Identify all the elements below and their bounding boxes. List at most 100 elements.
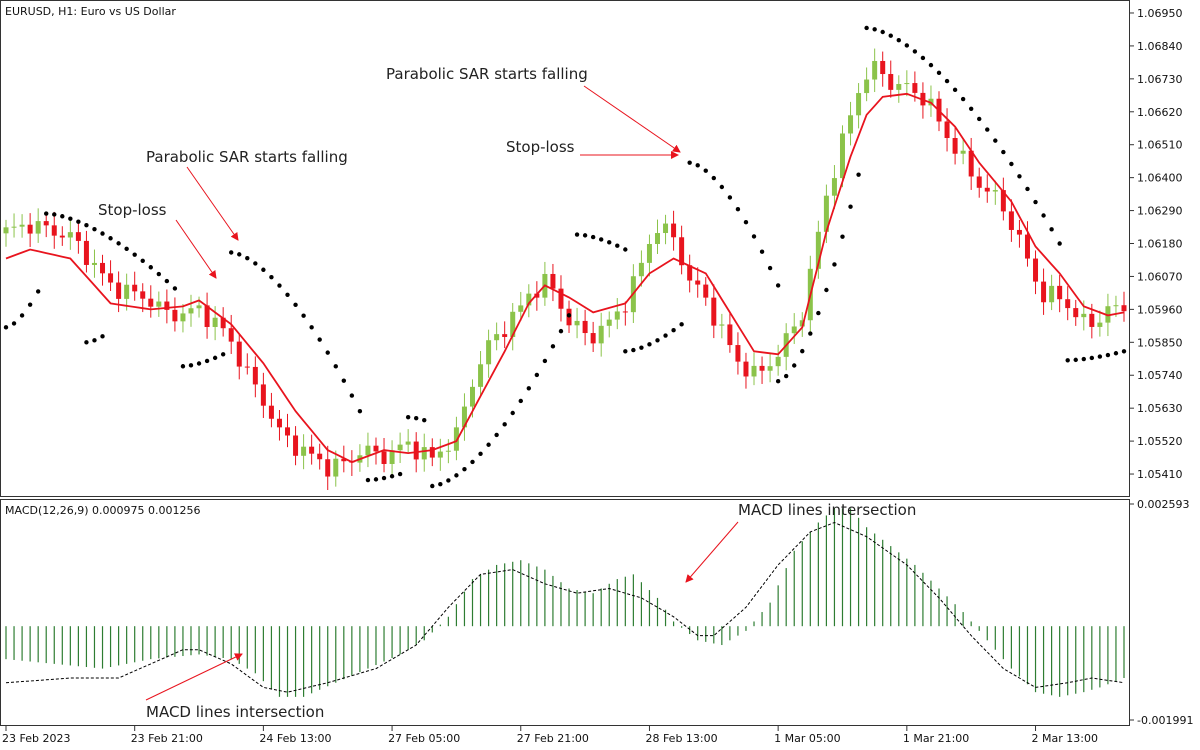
sar-dot — [550, 344, 556, 349]
candle — [590, 321, 596, 352]
sar-dot — [19, 313, 25, 318]
candle — [968, 137, 974, 190]
candle — [872, 48, 878, 93]
sar-dot — [968, 106, 974, 111]
candle-body — [325, 459, 331, 477]
price-tick-label: 1.05740 — [1137, 369, 1183, 382]
sar-dot — [438, 481, 443, 487]
candle-body — [172, 309, 178, 322]
candle — [663, 214, 669, 245]
candle-body — [1113, 305, 1119, 307]
sar-dot — [615, 243, 620, 248]
candle-body — [775, 356, 781, 367]
time-tick-label: 23 Feb 2023 — [2, 732, 70, 745]
sar-dot — [1017, 174, 1022, 179]
candle-body — [606, 319, 612, 326]
sar-dot — [60, 214, 65, 219]
candle — [43, 212, 49, 238]
candle — [19, 214, 25, 238]
candle-body — [341, 458, 347, 462]
candle — [293, 426, 299, 466]
sar-dot — [623, 349, 628, 354]
sar-dot — [719, 184, 725, 190]
sar-dot — [1089, 355, 1095, 361]
candle — [864, 67, 870, 102]
candle — [333, 450, 339, 487]
candle-body — [1057, 285, 1063, 300]
candle — [268, 392, 274, 428]
candle — [389, 440, 395, 477]
sar-dot — [140, 258, 145, 264]
candle-body — [856, 93, 862, 116]
candle-body — [445, 450, 451, 452]
candle — [325, 445, 331, 491]
sar-dot — [172, 286, 178, 291]
sar-dot — [285, 292, 290, 297]
candle — [960, 139, 966, 165]
candle-body — [1097, 322, 1103, 327]
sar-dot — [269, 274, 274, 280]
price-layer — [3, 25, 1127, 491]
candle-body — [646, 243, 652, 263]
sar-dot — [373, 477, 379, 482]
candle-body — [317, 453, 323, 460]
candle — [75, 220, 81, 254]
candle — [719, 313, 725, 339]
sar-dot — [261, 267, 266, 272]
candle — [574, 307, 580, 339]
macd-panel-frame[interactable] — [0, 499, 1130, 726]
candle — [1008, 199, 1014, 242]
candle-body — [727, 324, 733, 346]
candle-body — [196, 305, 202, 309]
sar-dot — [1057, 241, 1062, 246]
macd-layer — [5, 508, 1125, 697]
candle — [679, 225, 685, 275]
candle-body — [968, 150, 974, 177]
candle-body — [622, 311, 628, 313]
candle-body — [984, 187, 990, 192]
candle — [429, 438, 435, 467]
candle-body — [470, 386, 476, 407]
annotation-sar-falling-1: Parabolic SAR starts falling — [146, 148, 348, 166]
candle — [984, 174, 990, 203]
candle-body — [1081, 313, 1087, 318]
candle — [1049, 274, 1055, 311]
candle-body — [91, 262, 97, 265]
candle — [164, 289, 170, 324]
sar-dot — [607, 240, 612, 245]
candle-body — [1073, 308, 1079, 318]
price-chart-title: EURUSD, H1: Euro vs US Dollar — [5, 5, 176, 18]
time-tick-label: 27 Feb 21:00 — [517, 732, 589, 745]
price-tick-label: 1.05850 — [1137, 336, 1183, 349]
sar-dot — [27, 302, 33, 307]
sar-dot — [872, 27, 877, 32]
sar-dot — [414, 415, 419, 421]
sar-dot — [245, 255, 250, 261]
candle — [1065, 286, 1071, 321]
sar-dot — [808, 331, 813, 336]
sar-dot — [800, 348, 805, 354]
candle — [108, 260, 114, 292]
candle-body — [309, 446, 315, 454]
candle — [952, 127, 958, 165]
candle-body — [767, 366, 773, 371]
candle-body — [735, 345, 741, 362]
candle-body — [751, 365, 757, 377]
sar-dot — [277, 283, 282, 288]
candle-body — [293, 435, 299, 456]
candle-body — [405, 441, 411, 445]
sar-dot — [253, 261, 258, 266]
sar-dot — [220, 352, 226, 357]
sar-dot — [349, 393, 355, 398]
price-panel-frame[interactable] — [0, 0, 1130, 497]
sar-dot — [422, 417, 427, 423]
candle — [276, 409, 282, 441]
sar-dot — [1073, 357, 1078, 363]
candle-body — [188, 308, 194, 314]
sar-dot — [108, 236, 113, 241]
sar-dot — [293, 302, 298, 308]
price-tick-label: 1.05410 — [1137, 468, 1183, 481]
candle-body — [654, 233, 660, 244]
candle — [614, 298, 620, 330]
